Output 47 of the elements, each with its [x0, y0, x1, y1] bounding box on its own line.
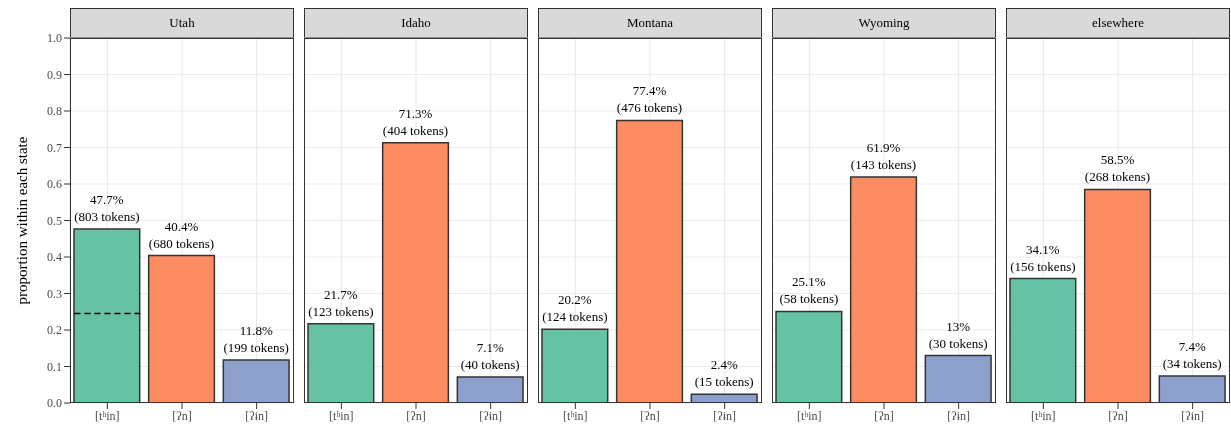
chart-title: Utah — [70, 8, 294, 38]
y-tick-label: 0.3 — [47, 286, 62, 301]
y-tick-label: 0.4 — [47, 250, 62, 265]
data-label: 77.4% (476 tokens) — [616, 83, 683, 116]
data-label: 11.8% (199 tokens) — [223, 322, 289, 355]
y-tick-label: 0.8 — [47, 104, 62, 119]
data-label: 47.7% (803 tokens) — [74, 191, 140, 224]
x-tick-label: [ʔɨn] — [479, 408, 502, 423]
y-tick-label: 0.1 — [47, 359, 62, 374]
x-tick-label: [ʔn] — [874, 408, 894, 423]
data-label: 34.1% (156 tokens) — [1010, 241, 1076, 274]
x-tick-label: [ʔn] — [406, 408, 426, 423]
y-tick-label: 0.6 — [47, 177, 62, 192]
x-tick-label: [ʔɨn] — [245, 408, 268, 423]
data-label: 20.2% (124 tokens) — [542, 292, 608, 325]
x-tick-label: [ʔɨn] — [947, 408, 970, 423]
data-label: 7.1% (40 tokens) — [460, 340, 520, 373]
data-label: 71.3% (404 tokens) — [382, 105, 449, 138]
chart-title: elsewhere — [1006, 8, 1230, 38]
y-tick-label: 1.0 — [47, 31, 62, 46]
chart-title: Wyoming — [772, 8, 996, 38]
x-tick-label: [tʰin] — [563, 408, 588, 423]
x-tick-label: [ʔn] — [640, 408, 660, 423]
y-axis-title: proportion within each state — [14, 136, 30, 305]
x-tick-label: [tʰin] — [95, 408, 120, 423]
x-tick-label: [tʰin] — [329, 408, 354, 423]
data-label: 7.4% (34 tokens) — [1162, 338, 1222, 371]
y-tick-label: 0.2 — [47, 323, 62, 338]
data-label: 2.4% (15 tokens) — [694, 357, 754, 390]
data-label: 61.9% (143 tokens) — [850, 140, 917, 173]
x-tick-label: [tʰin] — [1031, 408, 1056, 423]
x-tick-label: [ʔn] — [1108, 408, 1128, 423]
x-tick-label: [tʰin] — [797, 408, 822, 423]
data-label: 40.4% (680 tokens) — [148, 218, 215, 251]
x-tick-label: [ʔn] — [172, 408, 192, 423]
x-tick-label: [ʔɨn] — [1181, 408, 1204, 423]
data-label: 21.7% (123 tokens) — [308, 286, 374, 319]
data-label: 25.1% (58 tokens) — [779, 274, 839, 307]
y-tick-label: 0.0 — [47, 396, 62, 411]
chart-title: Montana — [538, 8, 762, 38]
data-label: 58.5% (268 tokens) — [1084, 152, 1151, 185]
data-label: 13% (30 tokens) — [928, 318, 988, 351]
y-tick-label: 0.7 — [47, 140, 62, 155]
y-tick-label: 0.9 — [47, 67, 62, 82]
y-tick-label: 0.5 — [47, 213, 62, 228]
x-tick-label: [ʔɨn] — [713, 408, 736, 423]
chart-title: Idaho — [304, 8, 528, 38]
